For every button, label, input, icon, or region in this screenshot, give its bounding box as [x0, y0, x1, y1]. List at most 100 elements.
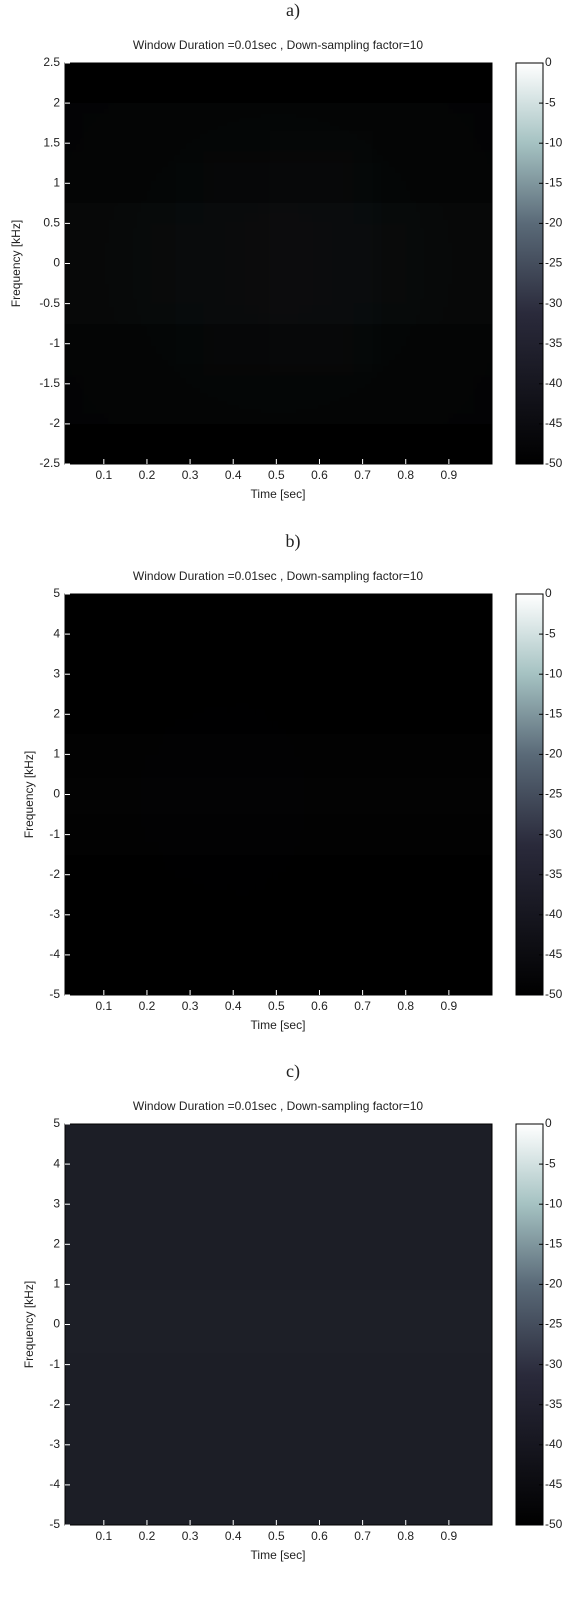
x-tick-label: 0.6 — [311, 468, 328, 482]
colorbar-tick-label: -20 — [545, 216, 563, 230]
x-tick-label: 0.7 — [354, 1529, 371, 1543]
colorbar-tick-label: -45 — [545, 416, 563, 430]
y-tick-label: 1 — [53, 1277, 60, 1291]
colorbar-tick-label: -35 — [545, 336, 563, 350]
y-tick-label: -1.5 — [39, 376, 60, 390]
y-tick-label: 0 — [53, 256, 60, 270]
colorbar-tick-label: 0 — [545, 55, 552, 69]
energy-streak — [402, 1124, 406, 1525]
colorbar-tick-label: -40 — [545, 1437, 563, 1451]
y-tick-label: -5 — [49, 987, 60, 1001]
x-tick-label: 0.3 — [182, 1529, 199, 1543]
y-tick-label: -2.5 — [39, 456, 60, 470]
y-tick-label: 4 — [53, 626, 60, 640]
x-tick-label: 0.9 — [441, 999, 458, 1013]
y-tick-label: 1 — [53, 175, 60, 189]
y-axis-label: Frequency [kHz] — [22, 1281, 36, 1368]
x-tick-label: 0.6 — [311, 999, 328, 1013]
colorbar-tick-label: -50 — [545, 987, 563, 1001]
colorbar-tick-label: -35 — [545, 867, 563, 881]
chart-title: Window Duration =0.01sec , Down-sampling… — [133, 569, 423, 583]
colorbar-tick-label: -30 — [545, 827, 563, 841]
colorbar-tick-label: -15 — [545, 706, 563, 720]
colorbar-tick-label: -45 — [545, 1477, 563, 1491]
colorbar-tick-label: -35 — [545, 1397, 563, 1411]
colorbar — [515, 1123, 544, 1526]
y-tick-label: 1 — [53, 747, 60, 761]
y-tick-label: -3 — [49, 907, 60, 921]
colorbar-tick-label: -10 — [545, 135, 563, 149]
energy-streak — [327, 151, 331, 392]
y-tick-label: 2 — [53, 706, 60, 720]
y-tick-label: 2 — [53, 95, 60, 109]
colorbar-tick-label: -20 — [545, 747, 563, 761]
y-tick-label: 5 — [53, 586, 60, 600]
energy-band — [65, 792, 492, 800]
y-tick-label: 3 — [53, 666, 60, 680]
y-tick-label: -1 — [49, 336, 60, 350]
x-tick-label: 0.5 — [268, 468, 285, 482]
colorbar-tick-label: -25 — [545, 787, 563, 801]
y-tick-label: 0 — [53, 787, 60, 801]
x-tick-label: 0.5 — [268, 999, 285, 1013]
colorbar-tick-label: -30 — [545, 1357, 563, 1371]
energy-band — [65, 1422, 492, 1428]
energy-arc — [297, 754, 375, 788]
x-tick-label: 0.5 — [268, 1529, 285, 1543]
y-tick-label: -1 — [49, 1357, 60, 1371]
x-tick-label: 0.1 — [95, 468, 112, 482]
y-tick-label: 3 — [53, 1196, 60, 1210]
colorbar-tick-label: -50 — [545, 1517, 563, 1531]
energy-streak — [402, 594, 406, 995]
x-tick-label: 0.2 — [139, 999, 156, 1013]
energy-spot — [227, 243, 330, 284]
x-tick-label: 0.2 — [139, 1529, 156, 1543]
colorbar-tick-label: -20 — [545, 1277, 563, 1291]
colorbar-tick-label: 0 — [545, 1116, 552, 1130]
y-tick-label: -4 — [49, 947, 60, 961]
y-axis-label: Frequency [kHz] — [9, 220, 23, 307]
x-tick-label: 0.3 — [182, 999, 199, 1013]
x-tick-label: 0.1 — [95, 999, 112, 1013]
colorbar — [515, 62, 544, 465]
x-tick-label: 0.8 — [397, 999, 414, 1013]
x-tick-label: 0.2 — [139, 468, 156, 482]
colorbar-tick-label: -25 — [545, 1317, 563, 1331]
x-tick-label: 0.7 — [354, 999, 371, 1013]
colorbar-tick-label: -5 — [545, 95, 556, 109]
y-tick-label: 1.5 — [43, 135, 60, 149]
colorbar-tick-label: -15 — [545, 175, 563, 189]
y-tick-label: -4 — [49, 1477, 60, 1491]
spectrogram-image — [65, 1124, 492, 1525]
y-tick-label: -5 — [49, 1517, 60, 1531]
colorbar-tick-label: -40 — [545, 376, 563, 390]
x-axis-label: Time [sec] — [251, 487, 306, 501]
y-tick-label: -0.5 — [39, 296, 60, 310]
y-tick-label: 5 — [53, 1116, 60, 1130]
colorbar-tick-label: -45 — [545, 947, 563, 961]
y-tick-label: -2 — [49, 1397, 60, 1411]
colorbar-tick-label: -50 — [545, 456, 563, 470]
colorbar-tick-label: -15 — [545, 1236, 563, 1250]
y-tick-label: -3 — [49, 1437, 60, 1451]
y-axis-label: Frequency [kHz] — [22, 751, 36, 838]
x-tick-label: 0.8 — [397, 468, 414, 482]
y-tick-label: -1 — [49, 827, 60, 841]
x-tick-label: 0.7 — [354, 468, 371, 482]
x-axis-label: Time [sec] — [251, 1548, 306, 1562]
colorbar-tick-label: -5 — [545, 1156, 556, 1170]
colorbar — [515, 593, 544, 996]
panel-label: a) — [286, 0, 300, 21]
x-tick-label: 0.9 — [441, 1529, 458, 1543]
y-tick-label: 2.5 — [43, 55, 60, 69]
y-tick-label: 2 — [53, 1236, 60, 1250]
colorbar-tick-label: -10 — [545, 1196, 563, 1210]
colorbar-tick-label: -10 — [545, 666, 563, 680]
x-tick-label: 0.3 — [182, 468, 199, 482]
y-tick-label: 4 — [53, 1156, 60, 1170]
y-tick-label: -2 — [49, 416, 60, 430]
x-tick-label: 0.4 — [225, 999, 242, 1013]
spectrogram-image — [65, 594, 492, 995]
energy-arc — [65, 735, 408, 846]
